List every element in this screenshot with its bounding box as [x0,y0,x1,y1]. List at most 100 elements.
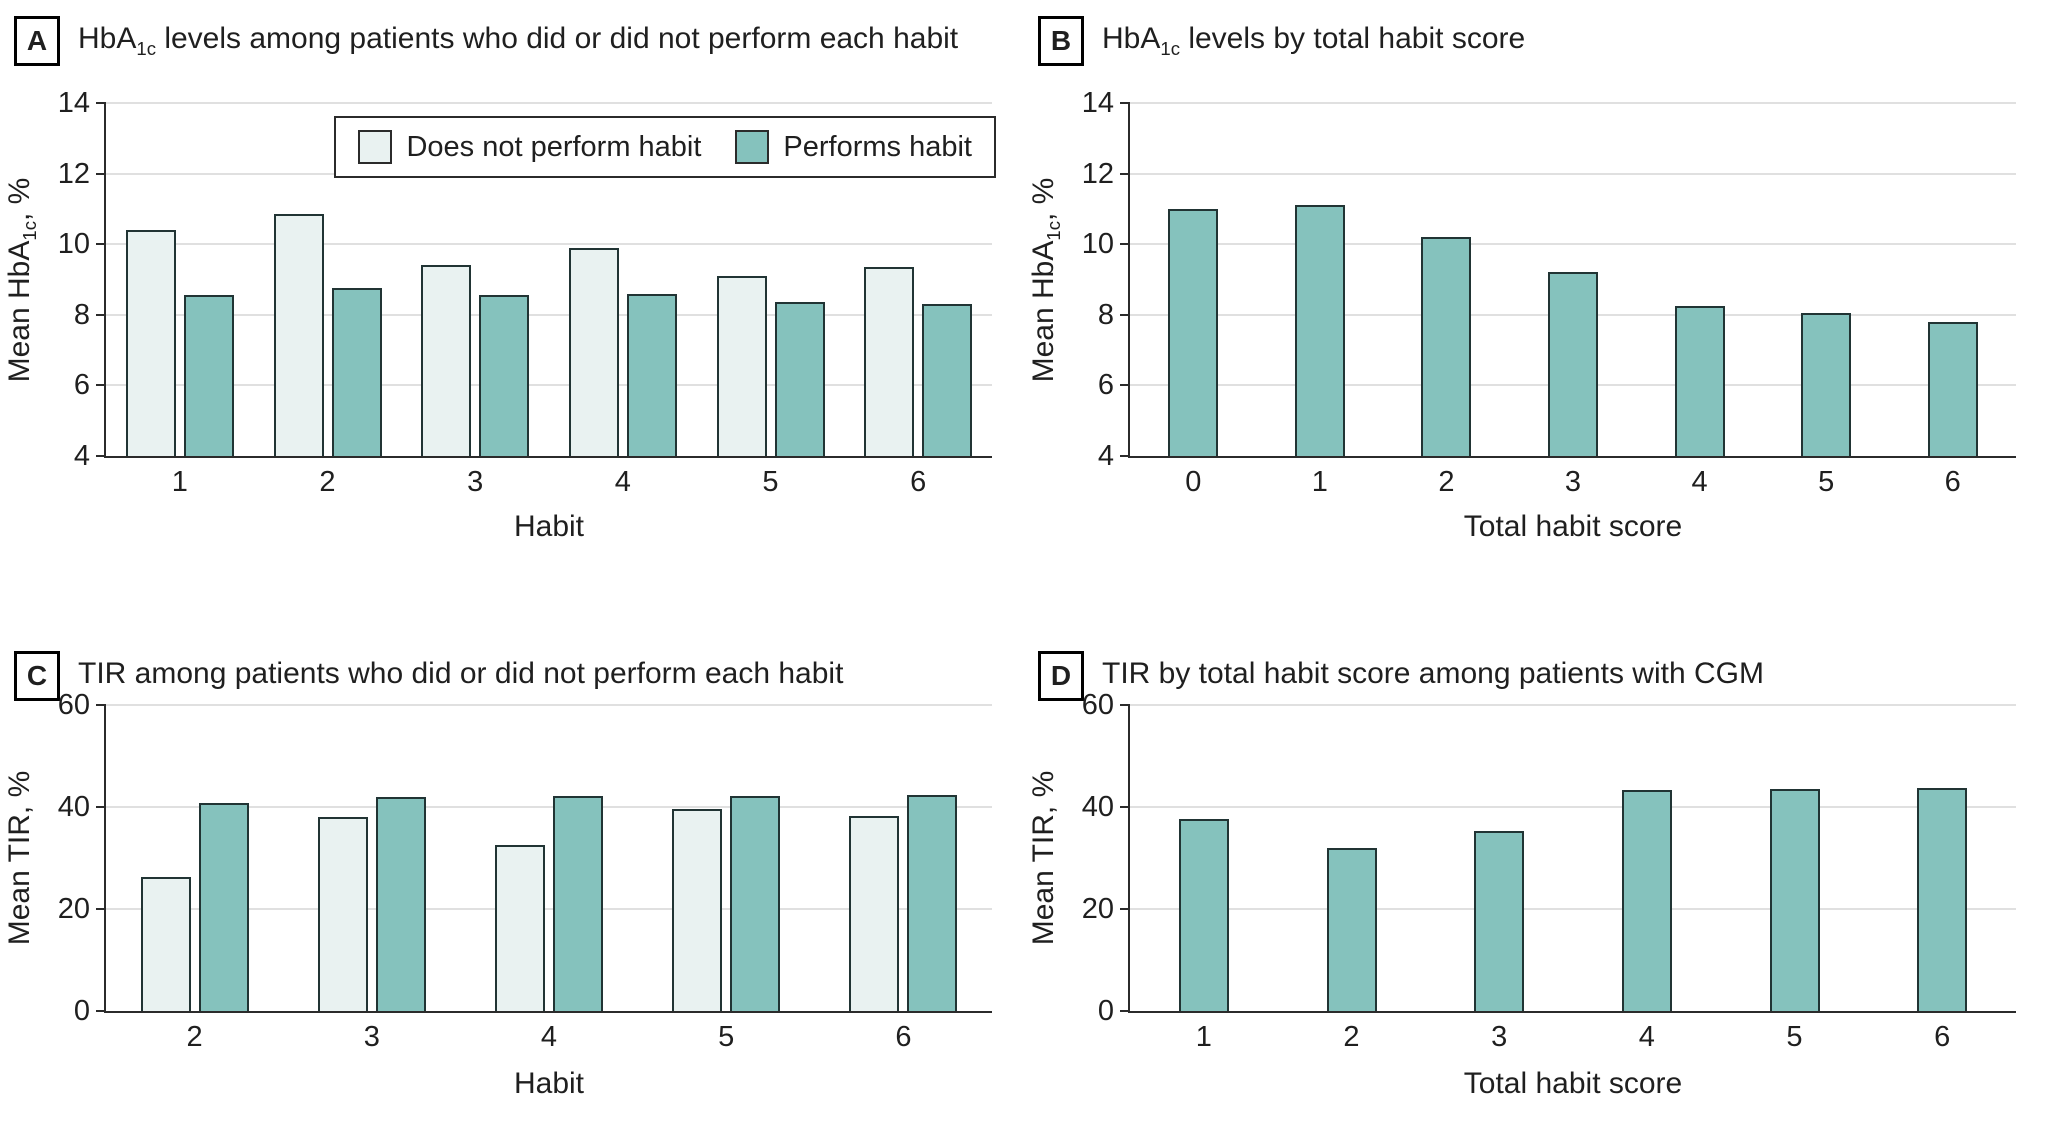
bar-performs [1168,208,1219,456]
bar-does_not_perform [273,214,324,456]
bar-performs [1801,313,1852,456]
y-tick [96,908,106,910]
legend-label: Performs habit [783,130,972,163]
y-tick [96,102,106,104]
panel-a-x-axis-label: Habit [513,510,585,543]
y-tick [96,172,106,175]
bar-does_not_perform [317,816,368,1011]
panel-c-letter: C [14,651,60,701]
x-tick-label: 6 [910,466,927,498]
panel-c-x-axis-label: Habit [513,1067,585,1100]
y-tick [1120,1010,1130,1012]
y-tick [1120,384,1130,387]
y-tick-label: 14 [57,87,90,119]
bar-performs [1178,819,1229,1011]
y-tick [96,313,106,316]
y-tick-label: 60 [1081,689,1114,721]
x-tick-label: 6 [895,1021,912,1053]
x-tick-label: 3 [467,466,484,498]
legend-swatch-performs [735,130,770,164]
gridline [106,704,992,706]
gridline [106,243,992,246]
bar-performs [375,796,426,1011]
gridline [106,313,992,316]
legend-item-performs: Performs habit [735,130,972,164]
gridline [1130,704,2016,706]
panel-a-header: A HbA1c levels among patients who did or… [14,16,958,66]
y-tick [96,806,106,808]
y-tick [1120,806,1130,808]
y-tick-label: 12 [1081,157,1114,190]
bar-performs [1294,205,1345,456]
gridline [1130,806,2016,808]
x-tick-label: 2 [1343,1021,1360,1053]
bar-does_not_perform [864,267,915,456]
y-tick-label: 12 [57,157,90,190]
bar-performs [1474,831,1525,1011]
bar-performs [1326,848,1377,1011]
x-tick-label: 4 [614,466,631,498]
x-tick-label: 1 [1311,466,1328,498]
panel-c-y-axis-label: Mean TIR, % [3,770,36,946]
bar-performs [907,794,958,1011]
y-tick [1120,908,1130,910]
panel-c-plot: Mean TIR, % Habit 0 20 40 60 2 3 4 5 6 [3,689,992,1100]
x-tick-label: 1 [171,466,188,498]
y-tick-label: 40 [1081,791,1114,823]
gridline [106,384,992,387]
panel-b: B HbA1c levels by total habit score Mean… [1024,0,2048,565]
panel-d-title: TIR by total habit score among patients … [1102,657,1764,690]
panel-b-y-axis-label: Mean HbA1c, % [1027,177,1064,382]
bar-does_not_perform [716,275,767,456]
panel-d-plot: Mean TIR, % Total habit score 0 20 40 60 1 2 3… [1027,689,2016,1100]
bar-performs [1769,789,1820,1011]
y-tick-label: 10 [57,228,90,261]
panel-a-plot: Mean HbA1c, % Habit Does not perform hab… [3,87,996,543]
bar-does_not_perform [125,230,176,456]
panel-a-y-axis-label: Mean HbA1c, % [3,177,40,382]
gridline [1130,102,2016,104]
panel-b-plot: Mean HbA1c, % Total habit score 4 6 8 10 12 1… [1027,87,2016,543]
gridline [1130,243,2016,246]
bar-performs [1674,305,1725,456]
y-tick-label: 4 [1097,440,1114,472]
y-tick-label: 14 [1081,87,1114,119]
bar-performs [626,293,677,456]
y-tick [96,704,106,706]
bar-does_not_perform [672,808,723,1011]
y-tick-label: 6 [1097,369,1114,402]
bar-performs [553,795,603,1011]
bar-performs [1927,321,1978,456]
x-tick-label: 3 [1491,1021,1508,1053]
x-tick-label: 4 [1691,466,1708,498]
x-tick-label: 2 [319,466,336,498]
x-tick-label: 5 [718,1021,735,1053]
x-tick-label: 5 [1786,1021,1803,1053]
gridline [106,102,992,104]
y-tick-label: 6 [73,369,90,402]
bar-performs [183,295,234,456]
x-tick-label: 3 [363,1021,380,1053]
bar-does_not_perform [849,816,900,1011]
bar-does_not_perform [140,876,191,1011]
y-tick [1120,102,1130,104]
y-tick-label: 8 [1097,298,1114,331]
panel-a-letter: A [14,16,60,66]
panel-d-x-axis-label: Total habit score [1463,1067,1683,1100]
bar-performs [198,802,249,1011]
panel-d-letter: D [1038,651,1084,701]
gridline [106,908,992,910]
x-tick-label: 0 [1185,466,1202,498]
x-tick-label: 4 [540,1021,558,1053]
bar-does_not_perform [421,265,472,456]
gridline [1130,172,2016,175]
bar-performs [479,295,530,456]
panel-a: A HbA1c levels among patients who did or… [0,0,1024,565]
panel-d-y-axis-label: Mean TIR, % [1027,770,1060,946]
bar-does_not_perform [495,844,545,1011]
x-tick-label: 3 [1564,466,1582,498]
y-tick [1120,243,1130,246]
x-tick-label: 4 [1638,1021,1655,1053]
panel-b-header: B HbA1c levels by total habit score [1038,16,1525,66]
